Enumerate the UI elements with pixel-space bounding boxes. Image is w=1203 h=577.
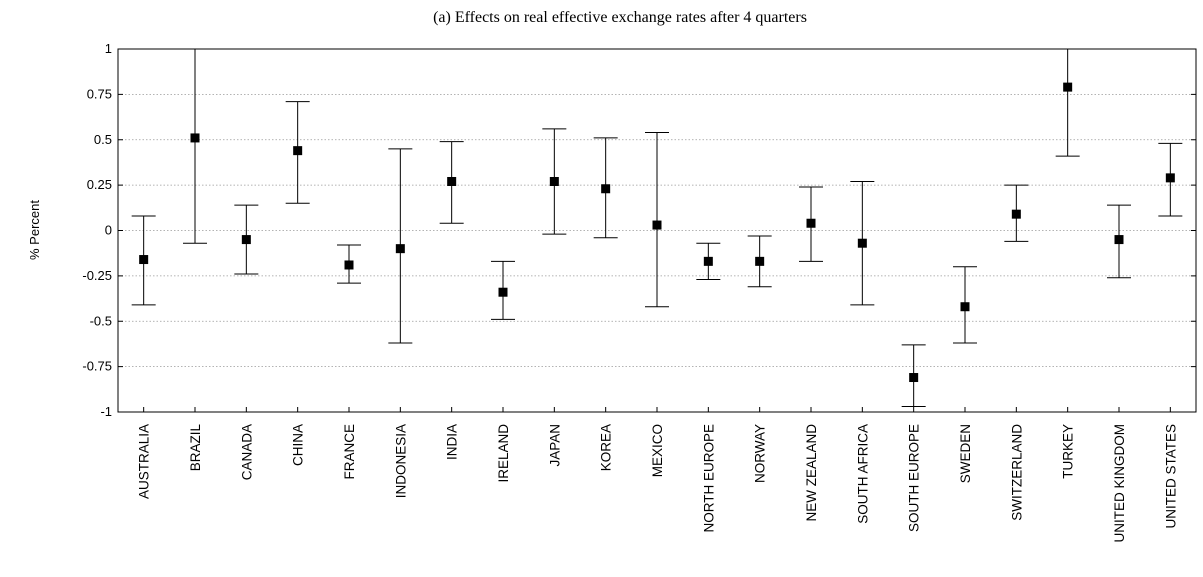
y-tick-label: -0.25	[82, 268, 112, 283]
chart-title: (a) Effects on real effective exchange r…	[433, 9, 807, 26]
data-point	[293, 146, 303, 156]
data-point	[395, 244, 405, 254]
data-point	[909, 373, 919, 383]
data-point	[1114, 235, 1124, 245]
data-point	[241, 235, 251, 245]
data-point	[1165, 173, 1175, 183]
data-point	[857, 238, 867, 248]
data-point	[549, 176, 559, 186]
x-axis-categories: AUSTRALIA BRAZIL CANADA CHINA FRANCE INDONESI…	[137, 407, 1178, 543]
y-tick-label: 0.25	[87, 177, 112, 192]
x-tick-label: BRAZIL	[188, 424, 203, 472]
y-tick-label: 0.75	[87, 86, 112, 101]
x-tick-label: MEXICO	[650, 424, 665, 477]
data-point	[498, 287, 508, 297]
data-point	[139, 255, 149, 265]
x-tick-label: INDONESIA	[393, 424, 408, 498]
y-tick-label: 0.5	[94, 132, 112, 147]
x-tick-label: KOREA	[599, 424, 614, 471]
x-tick-label: SOUTH AFRICA	[855, 424, 870, 524]
data-point	[1011, 209, 1021, 219]
data-point	[703, 256, 713, 266]
data-point	[755, 256, 765, 266]
x-tick-label: AUSTRALIA	[137, 424, 152, 499]
data-point	[960, 302, 970, 312]
data-point	[190, 133, 200, 143]
x-tick-label: NEW ZEALAND	[804, 424, 819, 522]
x-tick-label: CANADA	[239, 424, 254, 480]
y-axis-label: % Percent	[27, 200, 42, 260]
x-tick-label: NORWAY	[753, 424, 768, 483]
x-tick-label: SWEDEN	[958, 424, 973, 483]
y-axis-ticks: -1 -0.75 -0.5 -0.25 0 0.25 0.5 0.75 1	[82, 41, 1196, 419]
data-point	[652, 220, 662, 230]
x-tick-label: UNITED STATES	[1163, 424, 1178, 529]
x-tick-label: IRELAND	[496, 424, 511, 483]
x-tick-label: SWITZERLAND	[1009, 424, 1024, 521]
data-point	[806, 218, 816, 228]
x-tick-label: FRANCE	[342, 424, 357, 480]
data-point	[344, 260, 354, 270]
x-tick-label: INDIA	[445, 424, 460, 460]
y-tick-label: 0	[105, 223, 112, 238]
data-point	[601, 184, 611, 194]
x-tick-label: TURKEY	[1061, 424, 1076, 479]
x-tick-label: UNITED KINGDOM	[1112, 424, 1127, 543]
plot-area-frame	[117, 48, 1197, 413]
data-point	[447, 176, 457, 186]
y-tick-label: 1	[105, 41, 112, 56]
y-tick-label: -0.5	[90, 313, 112, 328]
x-tick-label: NORTH EUROPE	[701, 424, 716, 533]
data-points	[139, 82, 1175, 383]
x-tick-label: CHINA	[291, 424, 306, 466]
x-tick-label: SOUTH EUROPE	[907, 424, 922, 532]
data-point	[1063, 82, 1073, 92]
x-tick-label: JAPAN	[547, 424, 562, 467]
y-tick-label: -1	[100, 404, 112, 419]
y-tick-label: -0.75	[82, 359, 112, 374]
